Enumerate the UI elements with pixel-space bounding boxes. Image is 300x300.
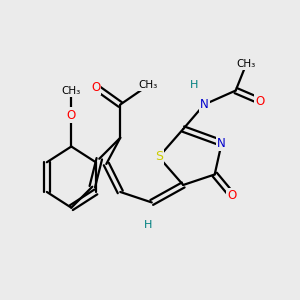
Text: O: O [227, 189, 237, 202]
Text: N: N [200, 98, 208, 111]
Text: CH₃: CH₃ [236, 59, 256, 69]
Text: CH₃: CH₃ [62, 85, 81, 96]
Text: CH₃: CH₃ [139, 80, 158, 90]
Text: H: H [144, 220, 152, 230]
Text: N: N [217, 136, 226, 149]
Text: H: H [190, 80, 198, 90]
Text: S: S [155, 151, 163, 164]
Text: O: O [67, 109, 76, 122]
Text: O: O [256, 94, 265, 107]
Text: O: O [91, 81, 101, 94]
